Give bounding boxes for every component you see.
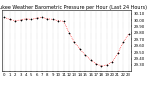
Title: Milwaukee Weather Barometric Pressure per Hour (Last 24 Hours): Milwaukee Weather Barometric Pressure pe… [0,5,147,10]
